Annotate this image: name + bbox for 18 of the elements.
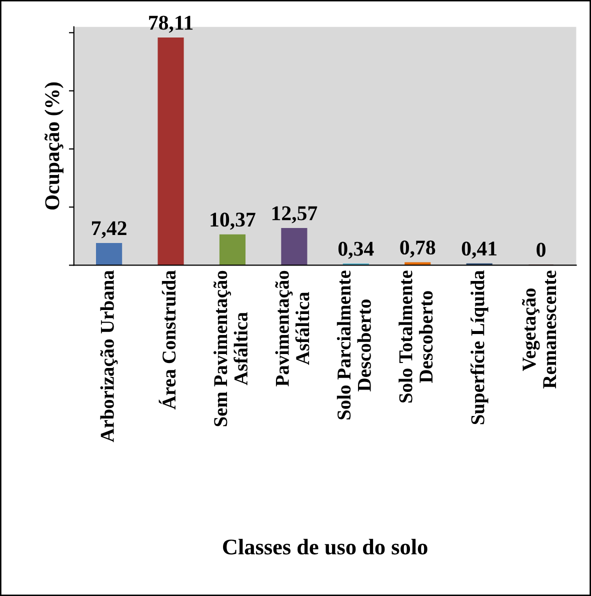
x-tick-label: Arborização Urbana bbox=[100, 270, 118, 442]
y-axis-title: Ocupação (%) bbox=[44, 82, 64, 210]
data-label: 0,41 bbox=[462, 242, 496, 259]
data-label: 7,42 bbox=[92, 221, 126, 238]
x-tick-label: Pavimentação Asfáltica bbox=[275, 270, 310, 386]
data-label: 10,37 bbox=[210, 212, 256, 230]
x-tick-label: Solo Parcialmente Descoberto bbox=[336, 270, 371, 420]
x-tick-label: Vegetação Remanescente bbox=[522, 270, 556, 389]
x-tick-label: Área Construída bbox=[158, 270, 176, 410]
data-label: 78,11 bbox=[149, 16, 193, 33]
x-tick-label: Solo Totalmente Descoberto bbox=[398, 270, 433, 402]
x-tick-label: Superfície Líquida bbox=[470, 270, 488, 424]
data-label: 0,34 bbox=[338, 242, 374, 259]
x-tick-label: Sem Pavimentação Asfáltica bbox=[213, 270, 248, 426]
data-label: 0 bbox=[536, 242, 546, 257]
data-label: 12,57 bbox=[272, 206, 318, 224]
data-label: 0,78 bbox=[400, 240, 436, 258]
x-axis-title: Classes de uso do solo bbox=[223, 538, 428, 555]
